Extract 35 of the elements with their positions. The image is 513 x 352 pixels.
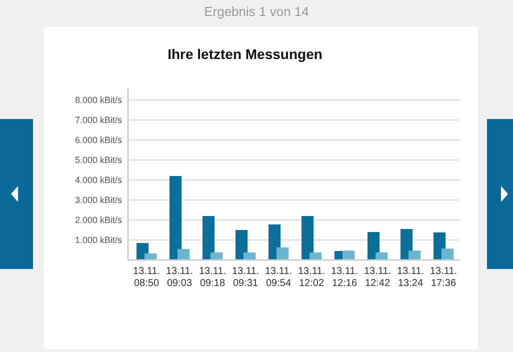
y-tick-label: 6.000 kBit/s	[74, 135, 122, 146]
bar	[408, 250, 420, 260]
x-tick-label: 13.11. 09:54	[264, 266, 292, 289]
x-tick-label: 13.11. 08:50	[132, 266, 160, 289]
y-tick-label: 8.000 kBit/s	[74, 95, 122, 106]
bar	[236, 230, 248, 260]
chart-title: Ihre letzten Messungen	[168, 46, 322, 62]
x-tick-label: 13.11. 09:31	[232, 266, 260, 289]
x-tick-label: 13.11. 12:16	[330, 266, 358, 289]
x-tick-label: 13.11. 17:36	[430, 266, 458, 289]
bar	[368, 232, 380, 260]
y-tick-label: 5.000 kBit/s	[74, 155, 122, 166]
y-tick-label: 4.000 kBit/s	[74, 175, 122, 186]
bar	[202, 216, 214, 260]
y-tick-label: 2.000 kBit/s	[74, 215, 122, 226]
bar	[310, 252, 322, 260]
x-tick-label: 13.11. 12:02	[298, 266, 326, 289]
bar	[342, 250, 354, 260]
bar	[170, 176, 182, 260]
y-tick-label: 1.000 kBit/s	[74, 235, 122, 246]
text: Ergebnis 1 von 14	[204, 4, 309, 19]
x-tick-label: 13.11. 12:42	[364, 266, 392, 289]
bar	[144, 253, 156, 260]
bar	[442, 248, 454, 260]
bar	[276, 247, 288, 260]
bar	[376, 252, 388, 260]
x-tick-label: 13.11. 09:03	[166, 266, 194, 289]
x-tick-label: 13.11. 13:24	[396, 266, 424, 289]
y-tick-label: 3.000 kBit/s	[74, 195, 122, 206]
bar	[244, 252, 256, 260]
bar	[178, 249, 190, 260]
bar	[302, 216, 314, 260]
x-tick-label: 13.11. 09:18	[198, 266, 226, 289]
y-tick-label: 7.000 kBit/s	[74, 115, 122, 126]
bar	[210, 252, 222, 260]
